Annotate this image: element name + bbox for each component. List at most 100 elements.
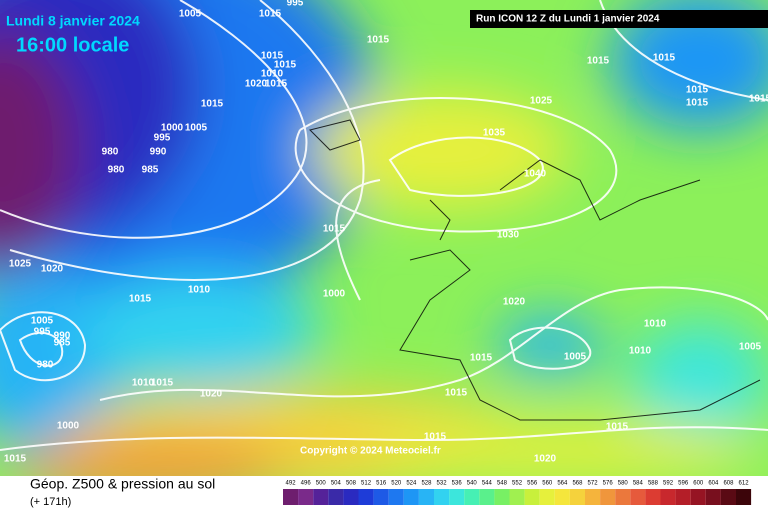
scale-label: 492 (286, 481, 297, 487)
isobar-label: 1010 (132, 378, 155, 389)
scale-swatch (539, 489, 555, 505)
scale-label: 520 (391, 481, 402, 487)
scale-swatch (524, 489, 540, 505)
scale-swatch (675, 489, 691, 505)
scale-swatch (313, 489, 329, 505)
isobar-label: 1010 (188, 285, 211, 296)
isobar-label: 1015 (323, 224, 346, 235)
scale-label: 608 (723, 481, 734, 487)
scale-label: 584 (633, 481, 644, 487)
scale-swatch (388, 489, 404, 505)
scale-label: 600 (693, 481, 704, 487)
scale-label: 532 (437, 481, 448, 487)
scale-swatch (434, 489, 450, 505)
scale-swatch (494, 489, 510, 505)
isobar-label: 1015 (606, 422, 629, 433)
isobar-label: 1015 (274, 60, 297, 71)
scale-label: 564 (557, 481, 568, 487)
isobar-label: 1015 (470, 353, 493, 364)
footer-lead: (+ 171h) (30, 496, 71, 508)
isobar-label: 1035 (483, 128, 506, 139)
isobar-label: 1025 (530, 96, 553, 107)
isobar-label: 1015 (265, 79, 288, 90)
isobar-label: 990 (54, 331, 71, 342)
scale-label: 576 (603, 481, 614, 487)
isobar-label: 1010 (261, 69, 284, 80)
scale-label: 596 (678, 481, 689, 487)
time-label: 16:00 locale (16, 34, 129, 56)
isobar-label: 1000 (57, 421, 80, 432)
isobar-label: 980 (37, 360, 54, 371)
scale-swatch (328, 489, 344, 505)
isobar-label: 1020 (245, 79, 268, 90)
copyright: Copyright © 2024 Meteociel.fr (300, 446, 441, 457)
isobar-label: 1010 (629, 346, 652, 357)
scale-label: 580 (618, 481, 629, 487)
scale-swatch (705, 489, 721, 505)
scale-swatch (690, 489, 706, 505)
scale-swatch (509, 489, 525, 505)
scale-label: 540 (467, 481, 478, 487)
isobar-label: 1005 (739, 342, 762, 353)
isobar-label: 1015 (367, 35, 390, 46)
run-banner (470, 10, 768, 28)
isobar-label: 1015 (259, 9, 282, 20)
scale-label: 516 (376, 481, 387, 487)
scale-swatch (720, 489, 736, 505)
scale-swatch (343, 489, 359, 505)
scale-swatch (298, 489, 314, 505)
scale-label: 592 (663, 481, 674, 487)
isobar-label: 1015 (4, 454, 27, 465)
isobar-label: 985 (54, 338, 71, 349)
run-label: Run ICON 12 Z du Lundi 1 janvier 2024 (476, 14, 660, 25)
scale-swatch (630, 489, 646, 505)
isobar-label: 1015 (749, 94, 768, 105)
scale-swatch (660, 489, 676, 505)
date-label: Lundi 8 janvier 2024 (6, 13, 140, 29)
footer-title: Géop. Z500 & pression au sol (30, 476, 215, 492)
scale-swatch (479, 489, 495, 505)
scale-label: 544 (482, 481, 493, 487)
scale-label: 512 (361, 481, 372, 487)
scale-label: 528 (421, 481, 432, 487)
isobar-label: 1000 (323, 289, 346, 300)
scale-swatch (464, 489, 480, 505)
isobar-label: 1005 (185, 123, 208, 134)
isobar-label: 980 (108, 165, 125, 176)
isobar-label: 1020 (534, 454, 557, 465)
scale-swatch (585, 489, 601, 505)
isobar-label: 980 (102, 147, 119, 158)
isobar-label: 985 (142, 165, 159, 176)
scale-label: 524 (406, 481, 417, 487)
scale-label: 548 (497, 481, 508, 487)
scale-label: 552 (512, 481, 523, 487)
isobar-label: 1015 (445, 388, 468, 399)
isobar-label: 1030 (497, 230, 520, 241)
isobar-label: 1015 (151, 378, 174, 389)
scale-swatch (358, 489, 374, 505)
isobar-label: 1005 (31, 316, 54, 327)
scale-swatch (283, 489, 299, 505)
isobar-label: 1025 (9, 259, 32, 270)
scale-label: 612 (739, 481, 750, 487)
scale-label: 560 (542, 481, 553, 487)
isobar-label: 1015 (201, 99, 224, 110)
isobar-label: 1015 (129, 294, 152, 305)
scale-swatch (645, 489, 661, 505)
isobar-label: 990 (150, 147, 167, 158)
scale-label: 500 (316, 481, 327, 487)
scale-label: 536 (452, 481, 463, 487)
isobar-label: 1015 (653, 53, 676, 64)
isobar-label: 1000 (161, 123, 184, 134)
scale-swatch (569, 489, 585, 505)
isobar-label: 1005 (564, 352, 587, 363)
field (0, 0, 768, 476)
scale-label: 504 (331, 481, 342, 487)
isobar-label: 1015 (424, 432, 447, 443)
scale-swatch (403, 489, 419, 505)
isobar-label: 1020 (41, 264, 64, 275)
isobar-label: 1005 (179, 9, 202, 20)
scale-swatch (418, 489, 434, 505)
isobar-label: 1020 (503, 297, 526, 308)
